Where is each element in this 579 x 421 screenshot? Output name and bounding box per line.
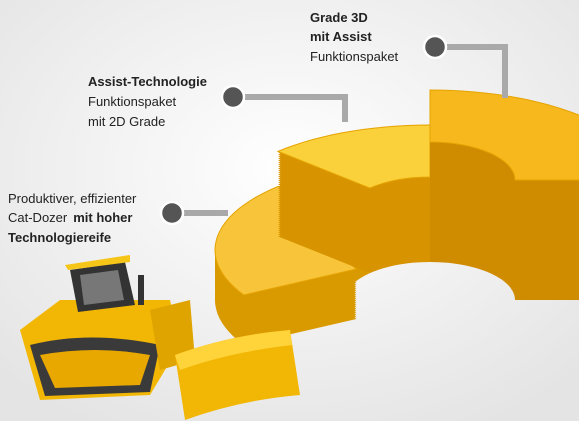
callout-body: Funktionspaket bbox=[310, 49, 399, 64]
page: Grade 3D mit Assist Funktionspaket Assis… bbox=[0, 0, 579, 421]
callout-body: Produktiver, effizienter bbox=[8, 191, 137, 206]
infographic: Grade 3D mit Assist Funktionspaket Assis… bbox=[0, 0, 579, 421]
marker-dot bbox=[424, 36, 446, 58]
callout-body: mit 2D Grade bbox=[88, 114, 165, 129]
callout-title: Assist-Technologie bbox=[88, 74, 207, 89]
callout-body: Funktionspaket bbox=[88, 94, 177, 109]
callout-emphasis: Technologiereife bbox=[8, 230, 111, 245]
marker-dot bbox=[222, 86, 244, 108]
callout-title: Grade 3D bbox=[310, 10, 368, 25]
callout-body: Cat-Dozer bbox=[8, 210, 68, 225]
callout-title: mit Assist bbox=[310, 29, 372, 44]
marker-dot bbox=[161, 202, 183, 224]
callout-emphasis: mit hoher bbox=[73, 210, 132, 225]
